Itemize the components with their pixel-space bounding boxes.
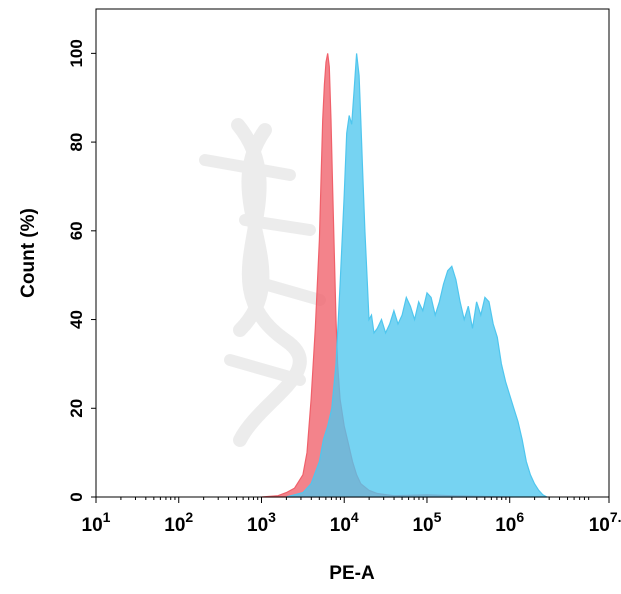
y-tick-label: 80 — [67, 133, 86, 152]
x-tick-label: 104 — [330, 509, 359, 536]
series-layer — [261, 53, 548, 498]
x-tick-label: 105 — [412, 509, 441, 536]
plot-frame — [95, 8, 610, 498]
dna-watermark-logo — [199, 118, 326, 447]
y-tick-label: 100 — [67, 39, 86, 67]
y-axis: 0 20 40 60 80 100 — [67, 39, 96, 502]
x-tick-label: 107.2 — [589, 509, 621, 536]
x-tick-label: 101 — [82, 509, 111, 536]
x-axis-title: PE-A — [329, 563, 375, 584]
y-tick-label: 60 — [67, 221, 86, 240]
y-tick-label: 20 — [67, 399, 86, 418]
y-tick-label: 40 — [67, 310, 86, 329]
x-axis: 101 102 103 104 105 106 107.2 — [82, 497, 621, 536]
y-axis-title: Count (%) — [18, 208, 39, 298]
x-tick-label: 103 — [247, 509, 276, 536]
series-2-area — [286, 53, 548, 498]
x-tick-label: 106 — [495, 509, 524, 536]
y-tick-label: 0 — [67, 492, 86, 501]
x-tick-label: 102 — [164, 509, 193, 536]
